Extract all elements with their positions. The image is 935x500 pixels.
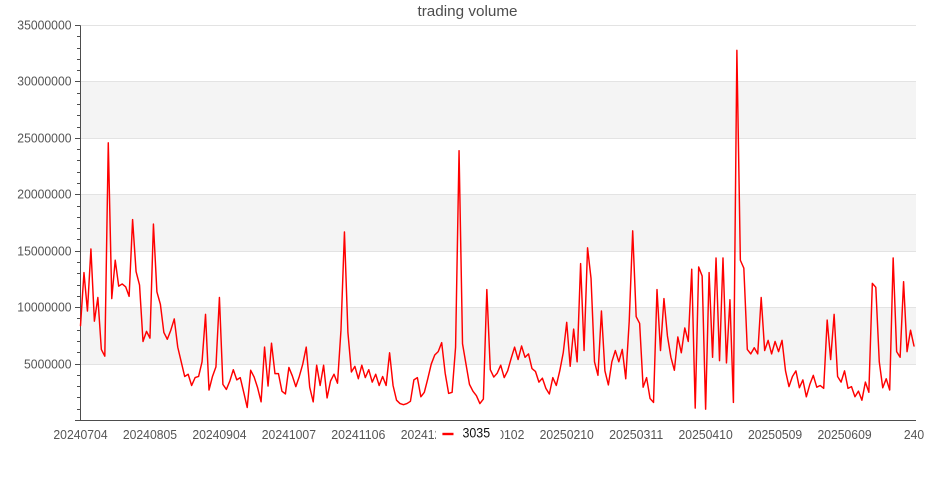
svg-text:10000000: 10000000 <box>17 300 71 315</box>
svg-text:20250311: 20250311 <box>609 427 663 442</box>
svg-text:240: 240 <box>904 427 924 442</box>
svg-text:35000000: 35000000 <box>17 18 71 33</box>
svg-text:20250509: 20250509 <box>748 427 802 442</box>
svg-text:25000000: 25000000 <box>17 131 71 146</box>
svg-text:trading volume: trading volume <box>418 3 518 20</box>
svg-text:5000000: 5000000 <box>24 357 72 372</box>
svg-text:20250609: 20250609 <box>817 427 871 442</box>
svg-text:20250210: 20250210 <box>540 427 594 442</box>
svg-text:20000000: 20000000 <box>17 187 71 202</box>
svg-text:3035: 3035 <box>463 426 491 441</box>
svg-text:15000000: 15000000 <box>17 244 71 259</box>
svg-text:20240805: 20240805 <box>123 427 177 442</box>
svg-text:20241007: 20241007 <box>262 427 316 442</box>
svg-text:20240704: 20240704 <box>53 427 107 442</box>
svg-text:30000000: 30000000 <box>17 74 71 89</box>
svg-text:20241106: 20241106 <box>331 427 385 442</box>
svg-text:20240904: 20240904 <box>192 427 246 442</box>
svg-text:20250410: 20250410 <box>679 427 733 442</box>
